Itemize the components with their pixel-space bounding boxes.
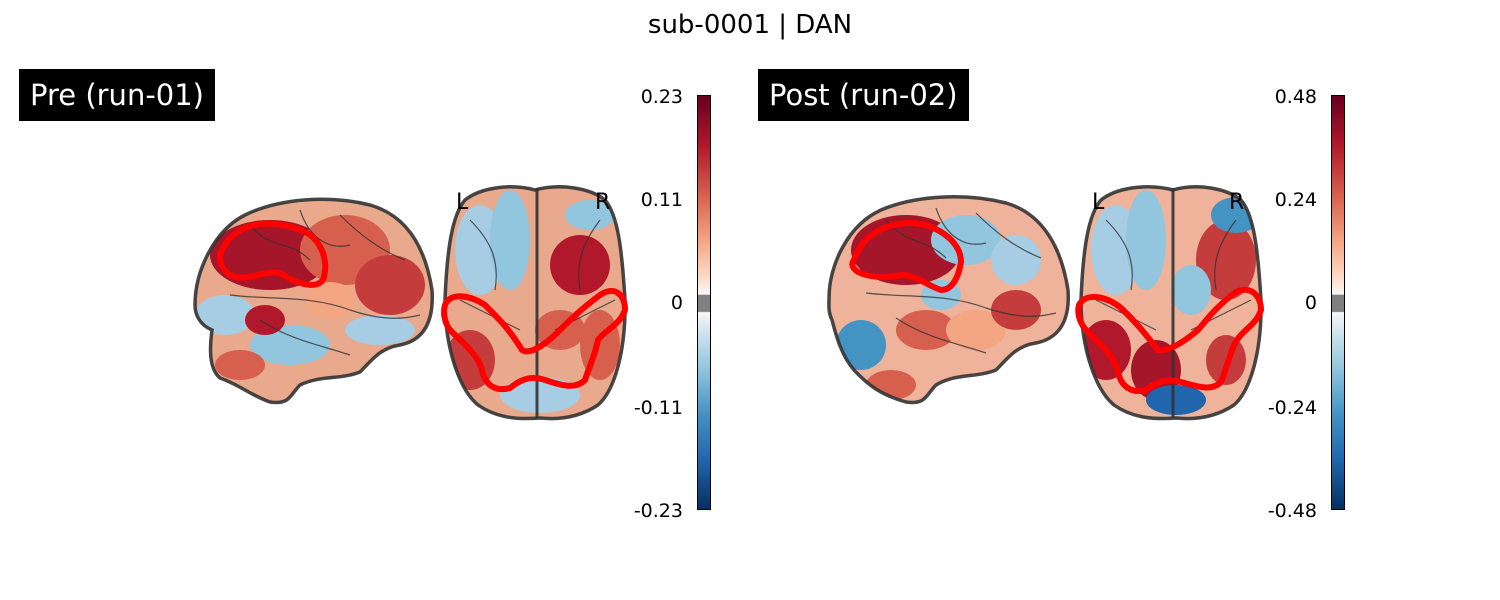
- colorbar-tick-post-max: 0.48: [1274, 86, 1317, 108]
- orientation-right-post: R: [1229, 190, 1245, 215]
- sagittal-view-pre: [195, 199, 433, 403]
- colorbar-post: [1331, 95, 1345, 510]
- colorbar-pre: [697, 95, 711, 510]
- orientation-left-pre: L: [456, 190, 469, 215]
- colorbar-tick-pre-mid-low: -0.11: [633, 397, 683, 419]
- panel-label-post: Post (run-02): [758, 69, 969, 121]
- colorbar-tick-pre-mid-high: 0.11: [640, 189, 683, 211]
- colorbar-tick-post-mid-low: -0.24: [1267, 397, 1317, 419]
- figure-title: sub-0001 | DAN: [647, 10, 853, 40]
- colorbar-tick-pre-max: 0.23: [640, 86, 683, 108]
- orientation-right-pre: R: [595, 190, 611, 215]
- axial-view-pre: [445, 186, 626, 419]
- colorbar-tick-pre-zero: 0: [670, 292, 683, 314]
- colorbar-tick-post-min: -0.48: [1267, 500, 1317, 522]
- colorbar-tick-pre-min: -0.23: [633, 500, 683, 522]
- post-panel: Post (run-02): [636, 0, 1386, 600]
- orientation-left-post: L: [1092, 190, 1105, 215]
- pre-panel: Pre (run-01): [19, 69, 711, 522]
- panel-label-pre: Pre (run-01): [19, 69, 215, 121]
- colorbar-tick-post-mid-high: 0.24: [1274, 189, 1317, 211]
- brain-glass-views-post: [827, 185, 1265, 421]
- brain-glass-views-pre: [193, 185, 629, 421]
- colorbar-tick-post-zero: 0: [1304, 292, 1317, 314]
